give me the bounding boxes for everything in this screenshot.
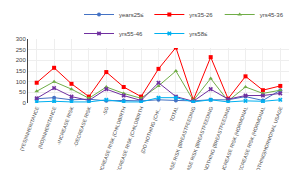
svg-text:-DECREASE RISK (HORMONAL: -DECREASE RISK (HORMONAL: [235, 105, 266, 170]
svg-text:150: 150: [16, 68, 27, 74]
svg-text:(DECREASE RISK (BREASTFEEDING: (DECREASE RISK (BREASTFEEDING: [178, 106, 214, 170]
svg-text:50: 50: [19, 89, 26, 95]
svg-text:-SG: -SG: [101, 106, 110, 117]
svg-text:(DO NOTHING)HORMONAL USAGE: (DO NOTHING)HORMONAL USAGE: [250, 105, 284, 170]
svg-text:TOTAL: TOTAL: [168, 105, 179, 122]
svg-text:(YES)INHERITANCE: (YES)INHERITANCE: [18, 105, 40, 152]
svg-text:200: 200: [16, 57, 27, 63]
svg-text:yrs58≤: yrs58≤: [189, 31, 208, 37]
svg-text:-INCREASE RISK (HORMONAL: -INCREASE RISK (HORMONAL: [218, 105, 248, 170]
svg-text:0: 0: [22, 100, 26, 106]
svg-text:yrs45-36: yrs45-36: [260, 12, 284, 18]
svg-text:(NO)INHERITANCE: (NO)INHERITANCE: [37, 105, 58, 149]
svg-text:(INCREASE RISK (CHILDBIRTH: (INCREASE RISK (CHILDBIRTH: [96, 105, 127, 170]
svg-text:(INCREASE RISK (BREASTFEEDING: (INCREASE RISK (BREASTFEEDING: [162, 106, 197, 170]
svg-text:-DECREASE RISK: -DECREASE RISK: [72, 105, 92, 147]
svg-text:years25≤: years25≤: [119, 12, 144, 18]
svg-text:yrs35-26: yrs35-26: [189, 12, 213, 18]
svg-text:-INCREASE RISK: -INCREASE RISK: [55, 105, 75, 146]
svg-text:300: 300: [16, 36, 27, 42]
svg-text:(DO NOTHING (BREASTFEEDING: (DO NOTHING (BREASTFEEDING: [199, 106, 232, 170]
svg-text:yrs55-46: yrs55-46: [119, 31, 143, 37]
svg-text:250: 250: [16, 47, 27, 53]
svg-text:(DO NOTHING (CHI...: (DO NOTHING (CHI...: [139, 106, 162, 155]
svg-text:(DECREASE RISK (CHILDBIRTH: (DECREASE RISK (CHILDBIRTH: [113, 105, 144, 170]
svg-text:100: 100: [16, 79, 27, 85]
